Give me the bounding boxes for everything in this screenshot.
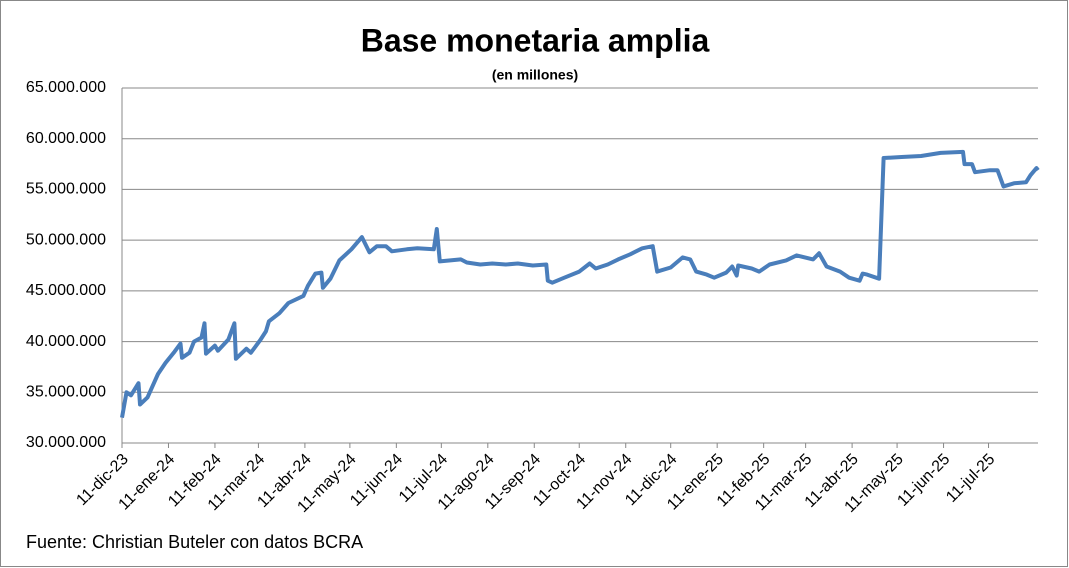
chart-subtitle: (en millones): [492, 67, 578, 83]
y-tick-label: 30.000.000: [26, 434, 106, 451]
data-line: [120, 149, 1040, 418]
y-tick-label: 55.000.000: [26, 181, 106, 198]
y-tick-label: 60.000.000: [26, 130, 106, 147]
y-tick-label: 50.000.000: [26, 231, 106, 248]
source-note: Fuente: Christian Buteler con datos BCRA: [26, 532, 363, 552]
y-tick-label: 40.000.000: [26, 333, 106, 350]
y-tick-label: 65.000.000: [26, 79, 106, 96]
y-tick-label: 35.000.000: [26, 384, 106, 401]
chart-title: Base monetaria amplia: [361, 22, 710, 58]
y-tick-label: 45.000.000: [26, 282, 106, 299]
